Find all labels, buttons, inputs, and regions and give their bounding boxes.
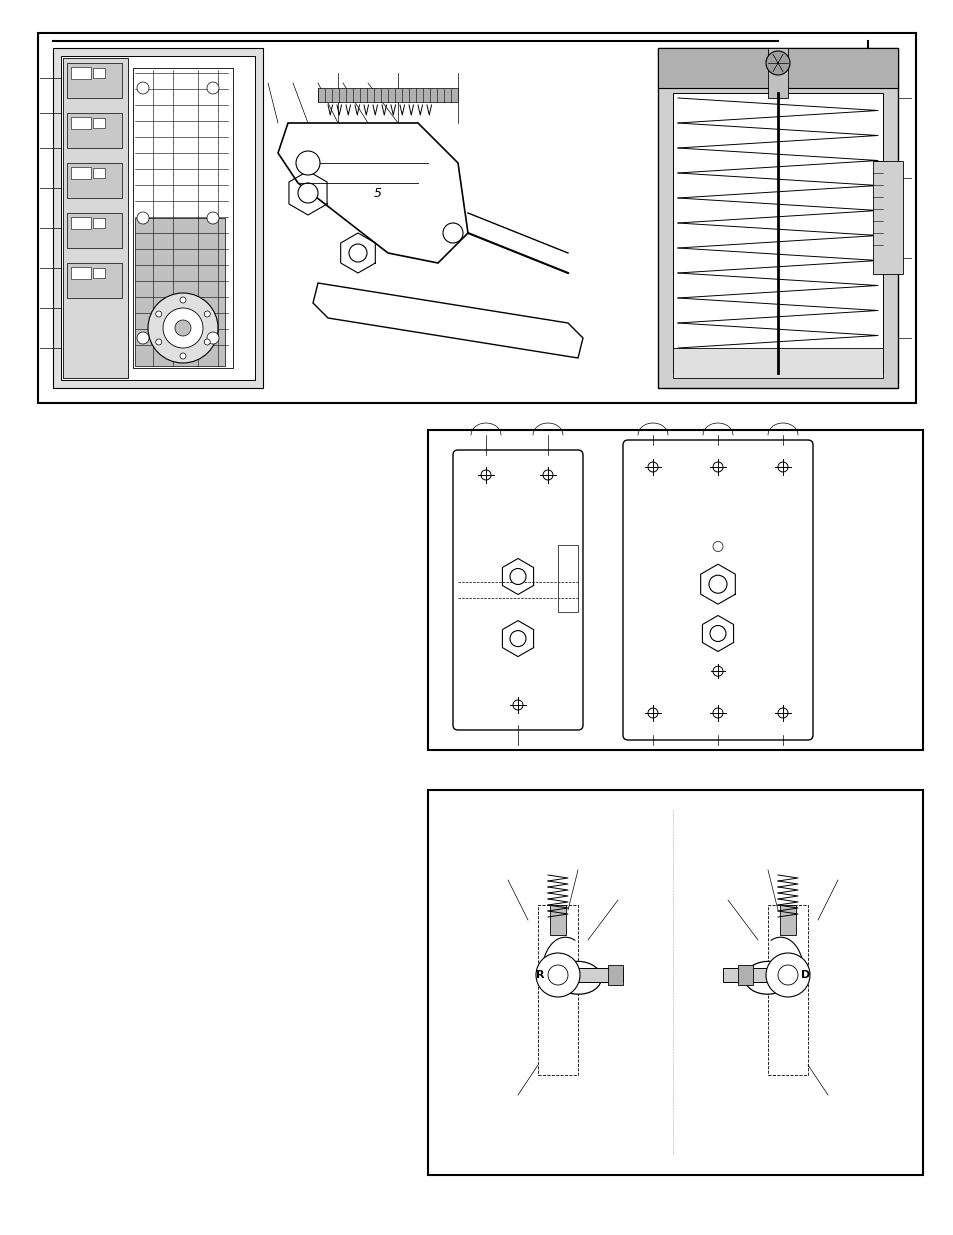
Circle shape [712,541,722,552]
Circle shape [148,293,218,363]
FancyBboxPatch shape [453,450,582,730]
Bar [92,119,105,128]
Circle shape [510,631,525,647]
Bar [38,33,915,403]
Circle shape [295,151,319,175]
Bar [71,117,91,128]
Bar [780,905,795,935]
Circle shape [204,338,210,345]
Polygon shape [277,124,468,263]
Circle shape [765,51,789,75]
Circle shape [778,965,797,986]
Circle shape [536,953,579,997]
Circle shape [708,576,726,593]
Bar [132,68,233,368]
Bar [71,167,91,179]
Circle shape [207,332,219,345]
Circle shape [155,338,162,345]
Bar [67,112,122,148]
Bar [658,48,897,388]
Circle shape [349,245,367,262]
Bar [71,267,91,279]
Bar [67,163,122,198]
FancyBboxPatch shape [622,440,812,740]
Bar [550,905,565,935]
Circle shape [712,462,722,472]
Circle shape [180,353,186,359]
Bar [67,263,122,298]
Circle shape [542,471,553,480]
Bar [558,968,622,982]
Bar [63,58,128,378]
Circle shape [709,625,725,641]
Bar [67,212,122,248]
Bar [672,348,882,378]
Bar [558,545,578,613]
Polygon shape [743,961,798,994]
Bar [67,63,122,98]
Circle shape [647,708,658,718]
Polygon shape [313,283,582,358]
Circle shape [510,568,525,584]
Text: 5: 5 [374,186,381,200]
Bar [767,905,807,1074]
Bar [672,93,882,373]
Bar [71,67,91,79]
Circle shape [712,666,722,677]
Bar [658,48,897,88]
Bar [428,790,923,1174]
Circle shape [297,183,317,203]
Circle shape [180,296,186,303]
Bar [92,168,105,178]
Bar [428,430,923,750]
Bar [872,161,902,274]
Circle shape [207,82,219,94]
Bar [92,219,105,228]
Polygon shape [547,961,600,994]
Bar [537,905,578,1074]
Circle shape [174,320,191,336]
Bar [92,68,105,78]
Circle shape [778,708,787,718]
Circle shape [137,212,149,224]
Circle shape [513,700,522,710]
Bar [738,965,752,986]
Bar [767,48,787,98]
Circle shape [778,462,787,472]
Bar [92,268,105,278]
Circle shape [204,311,210,317]
Circle shape [137,332,149,345]
Circle shape [765,953,809,997]
Circle shape [712,708,722,718]
Bar [135,219,225,366]
Bar [61,56,254,380]
Bar [71,217,91,228]
Polygon shape [770,937,802,974]
Circle shape [547,965,567,986]
Bar [53,48,263,388]
Circle shape [163,308,203,348]
Polygon shape [542,937,575,974]
Text: D: D [801,969,810,981]
Bar [607,965,622,986]
Circle shape [137,82,149,94]
Bar [722,968,787,982]
Circle shape [480,471,491,480]
Text: R: R [536,969,543,981]
Bar [317,88,457,103]
Circle shape [155,311,162,317]
Circle shape [207,212,219,224]
Circle shape [442,224,462,243]
Circle shape [647,462,658,472]
